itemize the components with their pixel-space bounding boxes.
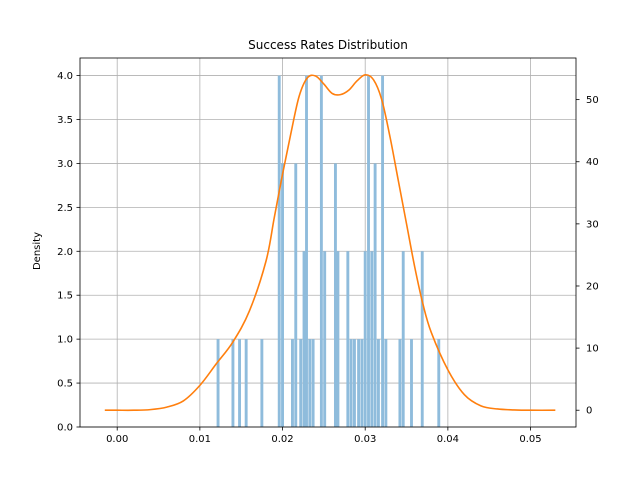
histogram-bar <box>437 339 441 427</box>
y2-tick-label: 10 <box>586 344 599 355</box>
chart-title: Success Rates Distribution <box>248 38 408 52</box>
histogram-bar <box>308 339 312 427</box>
histogram-bar <box>299 339 303 427</box>
y-tick-label: 1.0 <box>57 335 73 346</box>
histogram-bar <box>333 163 337 427</box>
histogram-bar <box>305 75 308 428</box>
histogram-bar <box>281 163 284 427</box>
histogram-bar <box>398 339 402 427</box>
histogram-bar <box>401 251 405 427</box>
y-tick-label: 4.0 <box>57 71 73 82</box>
histogram-bar <box>420 251 424 427</box>
x-tick-label: 0.03 <box>354 434 376 445</box>
histogram-bar <box>349 339 353 427</box>
histogram-bar <box>238 339 241 427</box>
y2-tick-label: 0 <box>586 406 592 417</box>
kde-curve-layer <box>104 73 556 412</box>
x-tick-label: 0.00 <box>106 434 128 445</box>
plot-frame <box>79 57 577 428</box>
histogram-bar <box>323 251 327 427</box>
x-tick-label: 0.02 <box>271 434 293 445</box>
x-tick-label: 0.01 <box>189 434 211 445</box>
grid <box>80 58 576 428</box>
histogram-bar <box>302 251 306 427</box>
y-tick-label: 0.0 <box>57 423 73 434</box>
axes: 0.00 0.01 0.02 0.03 0.04 0.05 0.0 0.5 1.0 1.5 2.0 2… <box>57 57 599 445</box>
histogram-bar <box>357 339 361 427</box>
histogram-bar <box>291 339 294 427</box>
histogram-bar <box>260 339 264 427</box>
histogram-bar <box>231 339 235 427</box>
histogram-bar <box>294 163 298 427</box>
histogram-bars <box>216 75 441 428</box>
histogram-bar <box>370 251 374 427</box>
histogram-bar <box>373 163 377 427</box>
histogram-bar <box>346 251 350 427</box>
histogram-bar <box>336 251 340 427</box>
y-tick-label: 2.0 <box>57 247 73 258</box>
y-tick-label: 1.5 <box>57 291 73 302</box>
histogram-bar <box>216 339 220 427</box>
histogram-bar <box>319 75 323 428</box>
y-tick-label: 3.0 <box>57 159 73 170</box>
y2-tick-label: 50 <box>586 95 599 106</box>
kde-curve <box>104 73 556 412</box>
y-axis-label: Density <box>32 232 43 270</box>
y-tick-label: 0.5 <box>57 379 73 390</box>
x-tick-label: 0.05 <box>519 434 541 445</box>
x-tick-label: 0.04 <box>437 434 459 445</box>
histogram-bar <box>244 339 248 427</box>
histogram-bar <box>381 75 385 428</box>
y2-tick-label: 20 <box>586 281 599 292</box>
histogram-bar <box>353 339 356 427</box>
histogram-bar <box>360 339 364 427</box>
y2-tick-label: 40 <box>586 157 599 168</box>
histogram-bar <box>363 251 367 427</box>
y2-tick-label: 30 <box>586 219 599 230</box>
histogram-bar <box>376 339 380 427</box>
histogram-bar <box>311 339 315 427</box>
y-tick-label: 2.5 <box>57 203 73 214</box>
histogram-bar <box>277 75 281 428</box>
histogram-bar <box>410 339 413 427</box>
histogram-bar <box>367 75 370 428</box>
histogram-bar <box>384 339 388 427</box>
y-tick-label: 3.5 <box>57 115 73 126</box>
